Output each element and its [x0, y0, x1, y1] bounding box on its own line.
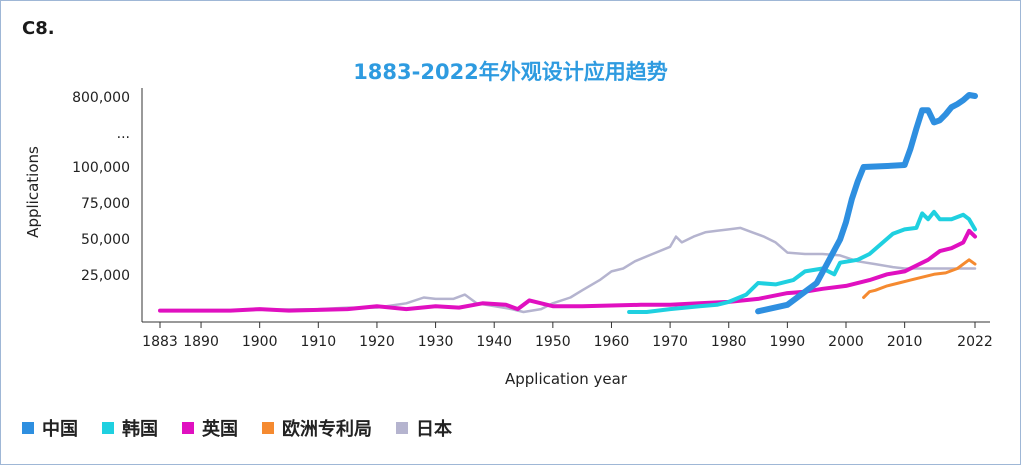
x-tick-label: 1883	[142, 334, 178, 350]
legend-item: 中国	[22, 415, 78, 441]
legend-item: 英国	[182, 415, 238, 441]
y-tick-label: 100,000	[72, 160, 130, 176]
y-tick-label: ...	[117, 126, 130, 142]
x-tick-label: 1970	[652, 334, 688, 350]
legend-swatch	[102, 422, 114, 434]
y-tick-label: 800,000	[72, 90, 130, 106]
y-tick-label: 25,000	[81, 268, 130, 284]
series-line-4	[199, 226, 977, 314]
x-tick-label: 1940	[476, 334, 512, 350]
legend-label: 韩国	[122, 419, 158, 440]
x-axis-label: Application year	[505, 370, 628, 388]
series-line-3	[862, 258, 977, 299]
series-line-0	[755, 92, 978, 315]
legend-swatch	[182, 422, 194, 434]
x-tick-label: 2000	[828, 334, 864, 350]
series-line-2	[158, 228, 977, 313]
legend-item: 欧洲专利局	[262, 415, 372, 441]
legend-swatch	[22, 422, 34, 434]
chart-title: 1883-2022年外观设计应用趋势	[353, 60, 668, 84]
x-tick-label: 1900	[242, 334, 278, 350]
x-tick-label: 1990	[770, 334, 806, 350]
legend-item: 日本	[396, 415, 452, 441]
x-tick-label: 1950	[535, 334, 571, 350]
legend-label: 日本	[416, 419, 452, 440]
x-tick-label: 1960	[594, 334, 630, 350]
legend-swatch	[396, 422, 408, 434]
legend-swatch	[262, 422, 274, 434]
y-tick-label: 75,000	[81, 196, 130, 212]
x-tick-label: 1920	[359, 334, 395, 350]
x-tick-label: 1980	[711, 334, 747, 350]
legend-label: 欧洲专利局	[282, 419, 372, 440]
legend-label: 英国	[202, 419, 238, 440]
y-tick-label: 50,000	[81, 232, 130, 248]
series-line-1	[627, 209, 977, 314]
legend-item: 韩国	[102, 415, 158, 441]
x-axis: 1883 1890 1900 1910 1920 1930 1940 1950 1960 1970…	[142, 322, 993, 350]
x-tick-label: 2022	[957, 334, 993, 350]
x-tick-label: 1930	[418, 334, 454, 350]
y-axis-label: Applications	[24, 146, 42, 238]
x-tick-label: 2010	[887, 334, 923, 350]
chart-legend: 中国 韩国 英国 欧洲专利局 日本	[22, 415, 476, 441]
x-tick-label: 1910	[300, 334, 336, 350]
y-axis: 25,000 50,000 75,000 100,000... 800,000	[72, 90, 130, 284]
series-lines	[158, 92, 978, 315]
x-tick-label: 1890	[183, 334, 219, 350]
figure-tag: C8.	[22, 18, 55, 39]
legend-label: 中国	[42, 419, 78, 440]
